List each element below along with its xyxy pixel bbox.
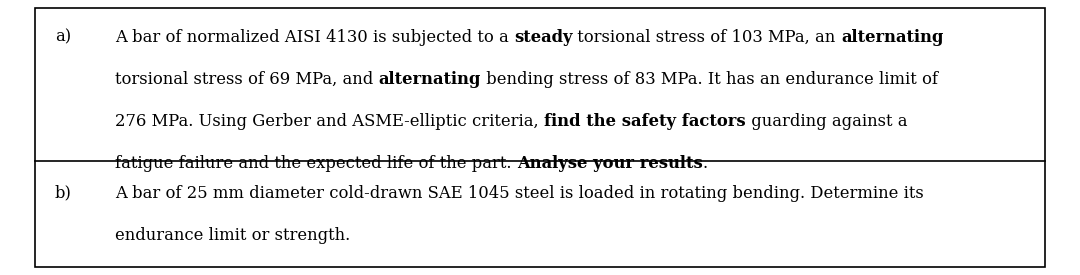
Text: torsional stress of 103 MPa, an: torsional stress of 103 MPa, an	[572, 29, 841, 45]
Text: A bar of 25 mm diameter cold-drawn SAE 1045 steel is loaded in rotating bending.: A bar of 25 mm diameter cold-drawn SAE 1…	[114, 185, 923, 202]
Text: alternating: alternating	[378, 70, 481, 87]
Text: endurance limit or strength.: endurance limit or strength.	[114, 227, 350, 243]
Text: fatigue failure and the expected life of the part.: fatigue failure and the expected life of…	[114, 155, 516, 172]
Text: bending stress of 83 MPa. It has an endurance limit of: bending stress of 83 MPa. It has an endu…	[481, 70, 937, 87]
Text: guarding against a: guarding against a	[745, 112, 907, 130]
Text: find the safety factors: find the safety factors	[544, 112, 745, 130]
Text: Analyse your results: Analyse your results	[516, 155, 702, 172]
Text: b): b)	[55, 185, 72, 202]
Text: steady: steady	[514, 29, 572, 45]
Text: .: .	[702, 155, 707, 172]
Text: a): a)	[55, 29, 71, 45]
Text: 276 MPa. Using Gerber and ASME-elliptic criteria,: 276 MPa. Using Gerber and ASME-elliptic …	[114, 112, 544, 130]
Text: A bar of normalized AISI 4130 is subjected to a: A bar of normalized AISI 4130 is subject…	[114, 29, 514, 45]
Text: alternating: alternating	[841, 29, 943, 45]
Text: torsional stress of 69 MPa, and: torsional stress of 69 MPa, and	[114, 70, 378, 87]
